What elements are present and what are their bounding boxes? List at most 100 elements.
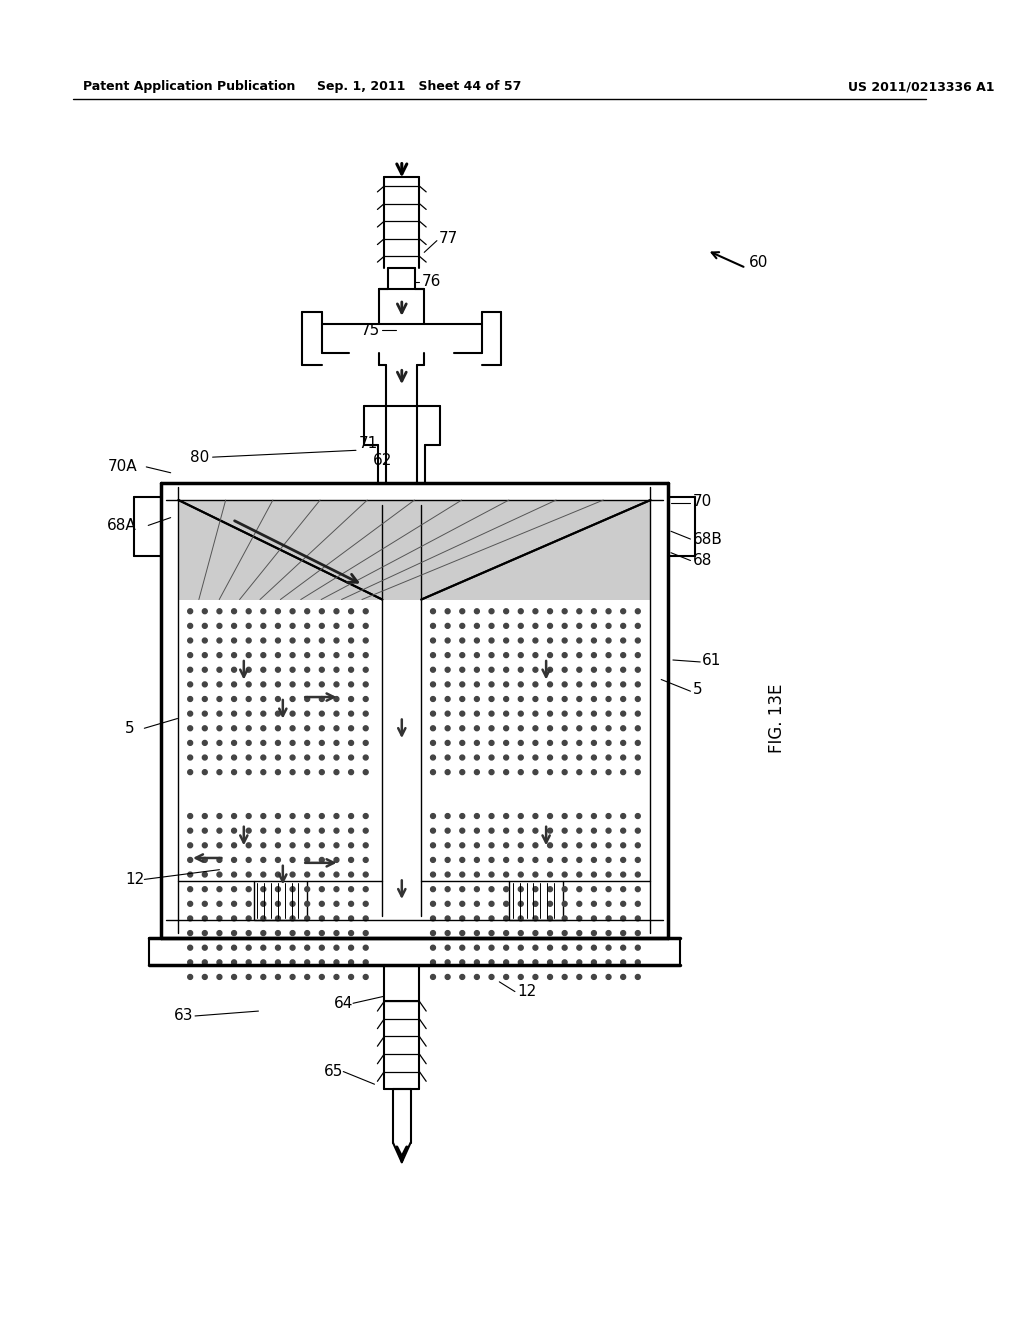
- Circle shape: [532, 741, 538, 746]
- Circle shape: [187, 828, 193, 833]
- Circle shape: [246, 873, 251, 876]
- Circle shape: [518, 652, 523, 657]
- Circle shape: [430, 668, 435, 672]
- Circle shape: [217, 902, 222, 907]
- Circle shape: [474, 638, 479, 643]
- Circle shape: [246, 770, 251, 775]
- Circle shape: [430, 711, 435, 715]
- Circle shape: [518, 960, 523, 965]
- Circle shape: [445, 668, 451, 672]
- Circle shape: [246, 960, 251, 965]
- Circle shape: [364, 843, 369, 847]
- Circle shape: [518, 813, 523, 818]
- Circle shape: [532, 887, 538, 891]
- Circle shape: [203, 887, 207, 891]
- Circle shape: [621, 711, 626, 715]
- Circle shape: [187, 770, 193, 775]
- Circle shape: [430, 945, 435, 950]
- Text: 62: 62: [373, 453, 392, 467]
- Circle shape: [562, 960, 567, 965]
- Circle shape: [261, 609, 266, 614]
- Circle shape: [592, 609, 596, 614]
- Circle shape: [305, 609, 309, 614]
- Circle shape: [246, 711, 251, 715]
- Circle shape: [364, 609, 369, 614]
- Circle shape: [246, 755, 251, 760]
- Circle shape: [430, 902, 435, 907]
- Circle shape: [577, 813, 582, 818]
- Circle shape: [348, 711, 353, 715]
- Circle shape: [319, 711, 325, 715]
- Text: 80: 80: [190, 450, 210, 465]
- Circle shape: [635, 638, 640, 643]
- Circle shape: [445, 902, 451, 907]
- Circle shape: [231, 902, 237, 907]
- Circle shape: [187, 843, 193, 847]
- Circle shape: [577, 931, 582, 936]
- Circle shape: [532, 974, 538, 979]
- Circle shape: [474, 697, 479, 701]
- Circle shape: [334, 638, 339, 643]
- Circle shape: [606, 741, 611, 746]
- Circle shape: [364, 887, 369, 891]
- Circle shape: [577, 682, 582, 686]
- Circle shape: [364, 828, 369, 833]
- Circle shape: [364, 726, 369, 731]
- Circle shape: [635, 609, 640, 614]
- Circle shape: [246, 623, 251, 628]
- Circle shape: [187, 711, 193, 715]
- Circle shape: [261, 916, 266, 921]
- Circle shape: [460, 623, 465, 628]
- Circle shape: [217, 843, 222, 847]
- Circle shape: [635, 813, 640, 818]
- Text: 76: 76: [421, 275, 440, 289]
- Circle shape: [518, 755, 523, 760]
- Circle shape: [334, 873, 339, 876]
- Circle shape: [548, 873, 553, 876]
- Circle shape: [562, 828, 567, 833]
- Circle shape: [592, 638, 596, 643]
- Circle shape: [548, 682, 553, 686]
- Circle shape: [606, 711, 611, 715]
- Text: 64: 64: [334, 995, 353, 1011]
- Circle shape: [246, 638, 251, 643]
- Circle shape: [231, 887, 237, 891]
- Circle shape: [275, 755, 281, 760]
- Circle shape: [334, 974, 339, 979]
- Circle shape: [606, 843, 611, 847]
- Circle shape: [474, 916, 479, 921]
- Circle shape: [275, 697, 281, 701]
- Circle shape: [577, 858, 582, 862]
- Circle shape: [532, 902, 538, 907]
- Circle shape: [246, 828, 251, 833]
- Circle shape: [460, 887, 465, 891]
- Circle shape: [445, 609, 451, 614]
- Circle shape: [348, 828, 353, 833]
- Text: 68A: 68A: [108, 517, 137, 533]
- Circle shape: [445, 843, 451, 847]
- Circle shape: [562, 668, 567, 672]
- Circle shape: [261, 887, 266, 891]
- Circle shape: [460, 755, 465, 760]
- Circle shape: [635, 916, 640, 921]
- Circle shape: [532, 609, 538, 614]
- Circle shape: [261, 858, 266, 862]
- Circle shape: [445, 887, 451, 891]
- Circle shape: [548, 960, 553, 965]
- Circle shape: [187, 813, 193, 818]
- Circle shape: [334, 770, 339, 775]
- Circle shape: [635, 741, 640, 746]
- Circle shape: [261, 652, 266, 657]
- Circle shape: [460, 858, 465, 862]
- Circle shape: [348, 931, 353, 936]
- Circle shape: [606, 858, 611, 862]
- Circle shape: [261, 873, 266, 876]
- Circle shape: [319, 902, 325, 907]
- Circle shape: [606, 726, 611, 731]
- Circle shape: [518, 945, 523, 950]
- Circle shape: [518, 682, 523, 686]
- Circle shape: [518, 828, 523, 833]
- Circle shape: [518, 697, 523, 701]
- Circle shape: [635, 887, 640, 891]
- Circle shape: [621, 916, 626, 921]
